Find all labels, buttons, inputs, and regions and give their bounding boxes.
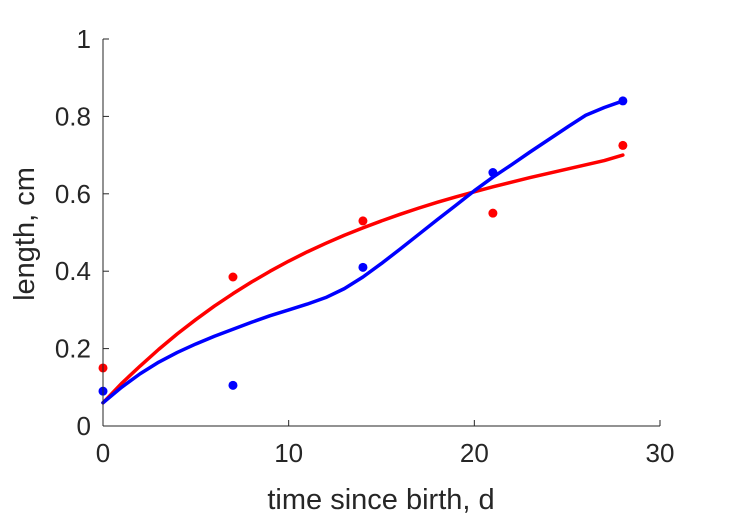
fitted-lines [101, 99, 625, 405]
y-tick-label: 0.6 [55, 179, 91, 209]
y-tick-label: 0.2 [55, 334, 91, 364]
data-points [98, 96, 628, 396]
y-tick-label: 0 [77, 411, 91, 441]
series-0-point [358, 216, 368, 226]
series-3-fit-line [101, 99, 625, 405]
axes: 0 10 20 30 0 0.2 0.4 0.6 0.8 1 [55, 24, 675, 468]
x-tick-label: 0 [96, 438, 110, 468]
x-axis-label: time since birth, d [267, 484, 494, 516]
series-1-point [618, 96, 628, 106]
x-tick-label: 20 [460, 438, 489, 468]
y-tick-label: 0.8 [55, 101, 91, 131]
series-1-point [488, 168, 498, 178]
y-tick-label: 0.4 [55, 256, 91, 286]
x-tick-label: 30 [646, 438, 675, 468]
series-0-point [618, 140, 628, 150]
series-1-point [228, 380, 238, 390]
series-1-point [358, 262, 368, 272]
y-axis-label: length, cm [9, 167, 41, 301]
series-2-fit-line [101, 153, 625, 405]
x-tick-label: 10 [274, 438, 303, 468]
y-tick-label: 1 [77, 24, 91, 54]
series-0-point [228, 272, 238, 282]
series-0-point [488, 208, 498, 218]
